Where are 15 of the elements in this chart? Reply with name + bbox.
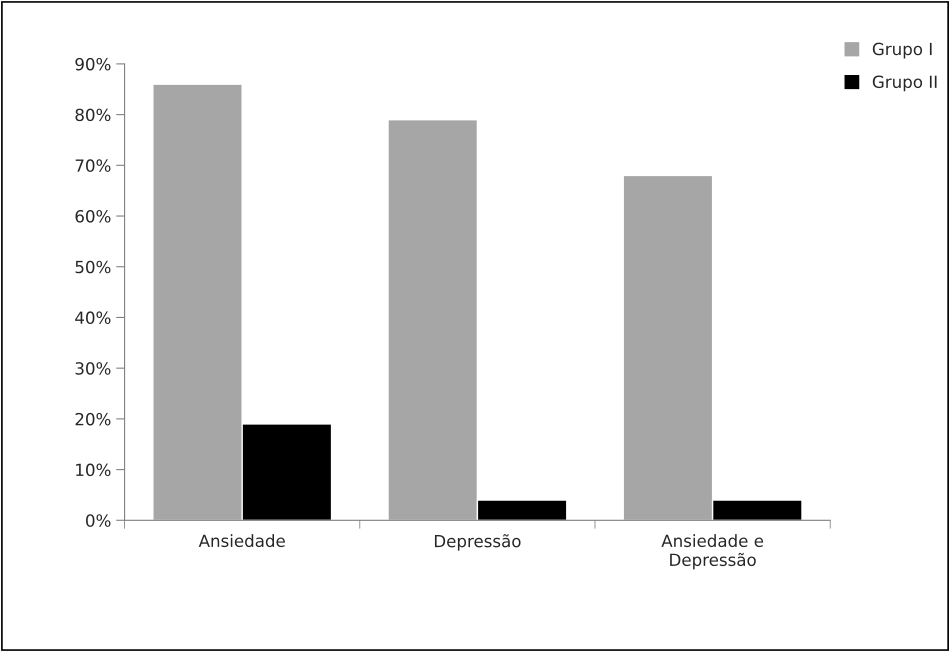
y-tick-label: 90% <box>75 58 110 70</box>
y-tick-label: 10% <box>76 464 110 476</box>
x-tick-label: Ansiedade <box>198 534 285 548</box>
y-tick-label: 40% <box>75 311 110 324</box>
legend-label: Grupo II <box>872 75 936 92</box>
y-tick-label: 80% <box>75 108 110 122</box>
legend-label: Grupo I <box>872 42 932 59</box>
y-tick-label: 60% <box>76 210 110 223</box>
y-tick-label: 70% <box>76 159 110 172</box>
x-tick-label: Depressão <box>434 534 521 551</box>
y-tick-label: 20% <box>76 412 110 426</box>
y-tick-label: 0% <box>86 514 110 527</box>
y-tick-label: 50% <box>76 260 110 274</box>
y-tick-label: 30% <box>76 362 110 375</box>
x-tick-label: Ansiedade e Depressão <box>661 534 764 570</box>
